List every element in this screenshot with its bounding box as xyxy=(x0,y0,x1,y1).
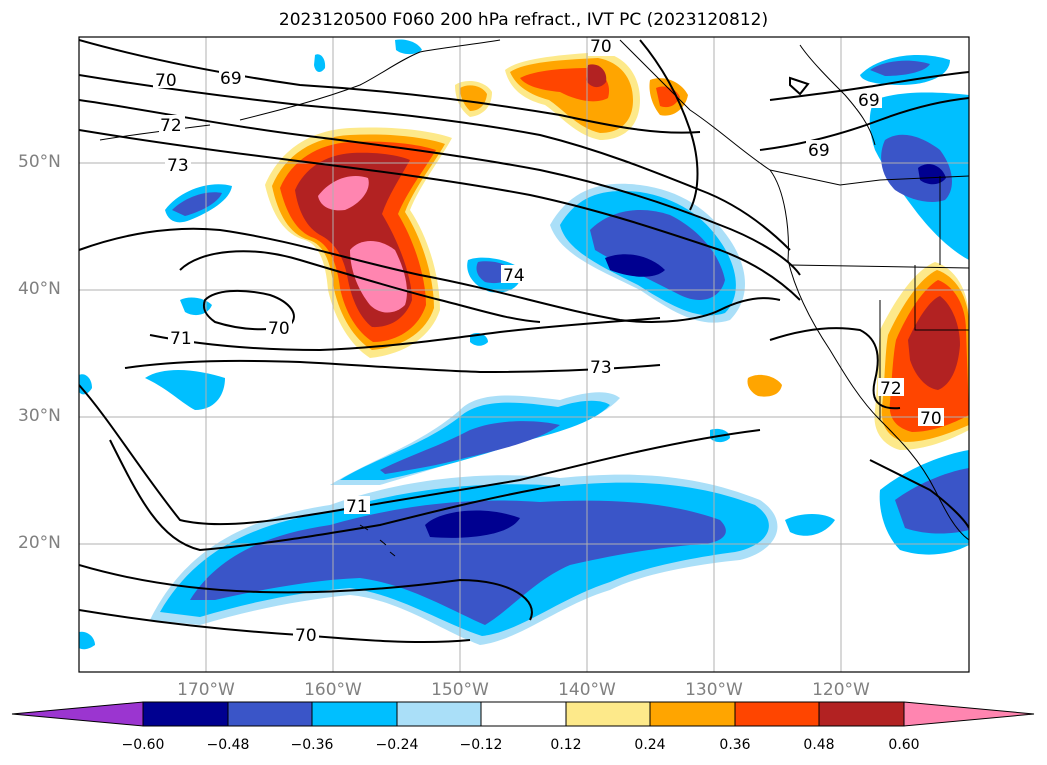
contour-label: 70 xyxy=(295,626,317,646)
colorbar-tick-label: 0.36 xyxy=(719,737,751,753)
contour-label: 70 xyxy=(920,409,942,429)
colorbar-segment xyxy=(565,701,651,727)
blue-core-south xyxy=(425,510,520,538)
blue-core-north xyxy=(605,254,665,277)
contour-label: 69 xyxy=(808,141,830,161)
colorbar-segment xyxy=(311,701,398,727)
contour-label: 71 xyxy=(346,497,368,517)
lat-label: 20°N xyxy=(18,533,61,553)
graticule xyxy=(79,37,969,672)
colorbar-tick-label: −0.48 xyxy=(206,737,250,753)
colorbar-tick-label: −0.60 xyxy=(121,737,165,753)
map-frame xyxy=(78,36,970,673)
contour-label: 71 xyxy=(170,329,192,349)
contour-label: 69 xyxy=(220,69,242,89)
colorbar-segment xyxy=(480,701,567,727)
negative-anomaly-fields xyxy=(79,39,969,650)
colorbar-segment xyxy=(396,701,482,727)
contour-labels: 69 70 72 73 71 70 74 73 71 70 70 69 69 xyxy=(153,37,944,646)
contour-label: 70 xyxy=(590,37,612,57)
colorbar-extend-high xyxy=(903,701,1035,727)
colorbar-segment xyxy=(818,701,905,727)
contour-label: 72 xyxy=(160,116,182,136)
colorbar-segment xyxy=(142,701,229,727)
warm-core-central-north xyxy=(318,176,369,211)
contour-label: 69 xyxy=(858,91,880,111)
lon-label: 120°W xyxy=(812,680,870,700)
colorbar-extend-low xyxy=(11,701,144,727)
colorbar-tick-label: −0.12 xyxy=(459,737,503,753)
contour-label: 70 xyxy=(268,319,290,339)
contour-label: 70 xyxy=(155,71,177,91)
lat-label: 30°N xyxy=(18,406,61,426)
lat-label: 50°N xyxy=(18,152,61,172)
colorbar-tick-label: −0.24 xyxy=(375,737,419,753)
contour-label: 73 xyxy=(167,156,189,176)
colorbar-tick-label: 0.12 xyxy=(550,737,582,753)
positive-anomaly-fields xyxy=(265,52,969,450)
colorbar xyxy=(11,701,1035,727)
colorbar-segment xyxy=(649,701,736,727)
lon-label: 150°W xyxy=(431,680,489,700)
colorbar-tick-label: 0.24 xyxy=(634,737,666,753)
contour-label: 72 xyxy=(880,379,902,399)
coastlines xyxy=(99,39,969,557)
lat-label: 40°N xyxy=(18,279,61,299)
lon-label: 130°W xyxy=(685,680,743,700)
contour-label: 74 xyxy=(503,266,525,286)
colorbar-tick-label: 0.60 xyxy=(888,737,920,753)
warm-core-central-south xyxy=(350,241,407,313)
contour-label: 73 xyxy=(590,358,612,378)
lon-label: 170°W xyxy=(177,680,235,700)
colorbar-tick-label: 0.48 xyxy=(803,737,835,753)
colorbar-tick-label: −0.36 xyxy=(290,737,334,753)
colorbar-segment xyxy=(227,701,313,727)
map-title: 2023120500 F060 200 hPa refract., IVT PC… xyxy=(278,10,769,30)
colorbar-segment xyxy=(734,701,820,727)
lon-label: 160°W xyxy=(304,680,362,700)
lon-label: 140°W xyxy=(558,680,616,700)
